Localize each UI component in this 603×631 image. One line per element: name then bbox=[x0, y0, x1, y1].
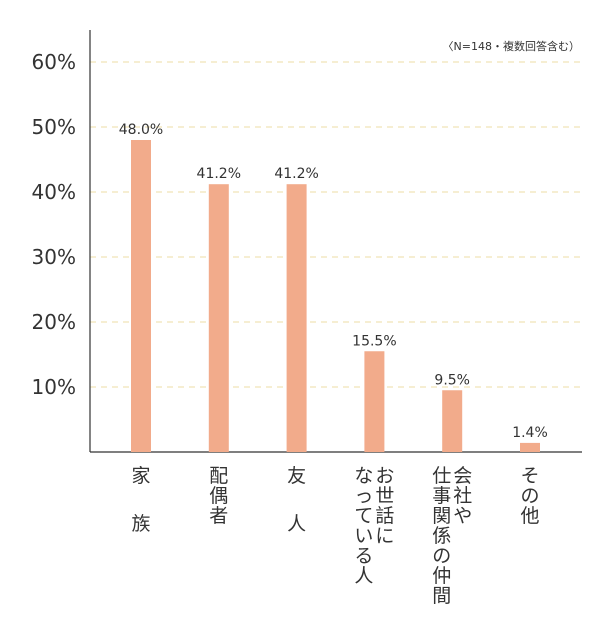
category-char: 他 bbox=[520, 505, 539, 527]
bar bbox=[442, 390, 463, 452]
category-char: 友 bbox=[287, 465, 306, 487]
sample-note: 〈N=148・複数回答含む） bbox=[443, 39, 580, 53]
value-label: 48.0% bbox=[119, 122, 163, 138]
value-label: 15.5% bbox=[352, 333, 396, 349]
y-tick-label: 60% bbox=[32, 50, 76, 74]
category-label: 家族 bbox=[131, 465, 150, 535]
category-char: 偶 bbox=[209, 485, 228, 507]
category-char: 人 bbox=[354, 565, 373, 587]
category-char: 仲 bbox=[432, 565, 451, 587]
category-char: 家 bbox=[131, 465, 150, 487]
category-char: 会 bbox=[453, 465, 472, 487]
category-char: に bbox=[375, 525, 394, 547]
category-label: 配偶者 bbox=[209, 465, 228, 527]
category-char: い bbox=[354, 525, 373, 547]
bar bbox=[286, 184, 307, 452]
value-label: 1.4% bbox=[512, 425, 548, 441]
gridlines bbox=[90, 61, 582, 388]
category-char: 社 bbox=[453, 485, 472, 507]
bar bbox=[520, 442, 540, 452]
y-tick-label: 30% bbox=[32, 245, 76, 269]
category-char: な bbox=[354, 465, 373, 487]
category-char: 関 bbox=[432, 505, 451, 527]
category-label: 友人 bbox=[287, 465, 306, 535]
category-char: 話 bbox=[375, 505, 394, 527]
category-char: て bbox=[354, 505, 373, 527]
bar bbox=[364, 351, 385, 452]
category-char: 間 bbox=[432, 585, 451, 607]
value-labels: 48.0% 41.2% 41.2% 15.5% 9.5% 1.4% bbox=[119, 122, 548, 441]
bar bbox=[131, 140, 151, 452]
category-char: 仕 bbox=[432, 465, 451, 487]
category-char: 事 bbox=[432, 485, 451, 507]
category-char: の bbox=[520, 485, 539, 507]
category-char: 者 bbox=[209, 505, 228, 527]
category-char: 族 bbox=[131, 513, 150, 535]
category-char: 世 bbox=[375, 485, 394, 507]
category-label: その他 bbox=[520, 465, 539, 527]
y-tick-label: 50% bbox=[32, 115, 76, 139]
category-char: 配 bbox=[209, 465, 228, 487]
y-tick-label: 20% bbox=[32, 310, 76, 334]
y-tick-label: 10% bbox=[32, 375, 76, 399]
y-tick-labels: 10% 20% 30% 40% 50% 60% bbox=[32, 50, 76, 399]
axes bbox=[89, 30, 582, 453]
bars bbox=[131, 140, 540, 452]
category-char: っ bbox=[354, 485, 373, 507]
y-tick-label: 40% bbox=[32, 180, 76, 204]
category-char: 人 bbox=[287, 513, 306, 535]
value-label: 9.5% bbox=[434, 372, 470, 388]
category-char: お bbox=[375, 465, 394, 487]
category-char: 係 bbox=[432, 525, 451, 547]
category-char: の bbox=[432, 545, 451, 567]
category-char: そ bbox=[520, 465, 539, 487]
bar bbox=[208, 184, 229, 452]
value-label: 41.2% bbox=[274, 166, 318, 182]
category-char: る bbox=[354, 545, 373, 567]
category-char: や bbox=[453, 505, 472, 527]
value-label: 41.2% bbox=[197, 166, 241, 182]
